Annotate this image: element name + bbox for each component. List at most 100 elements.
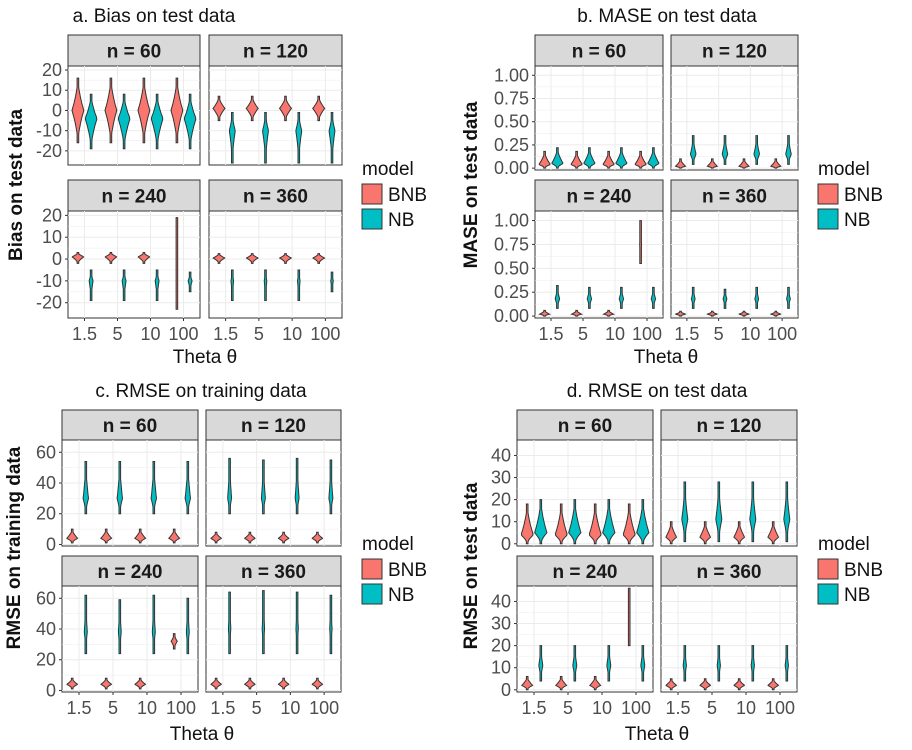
violin-bnb-5 [245,95,259,122]
violin-bnb-5 [244,531,256,544]
violin-nb-1.5 [690,286,696,309]
x-tick-label: 1.5 [521,698,546,718]
x-tick-label: 5 [112,324,122,344]
y-axis-label: RMSE on test data [461,482,482,649]
plot-area [61,439,199,547]
violin-nb-10 [296,269,301,301]
facet-strip [660,555,798,587]
violin-nb-10 [154,269,160,301]
violin-nb-10 [615,147,628,169]
facet-2: n = 240 0.00 0.25 0.50 0.75 1.00 1.5 5 10 100 [494,179,664,344]
violin-bnb-5 [555,676,568,691]
y-tick-label: 0 [52,100,62,120]
facet-strip [208,179,343,212]
x-tick-label: 10 [592,698,612,718]
violin-nb-100 [785,135,792,165]
violin-nb-5 [568,499,582,545]
violin-bnb-5 [104,77,118,144]
y-axis-label: MASE on test data [461,101,482,268]
plot-area [208,210,343,319]
violin-bnb-10 [738,310,751,317]
violin-nb-1.5 [88,269,94,301]
plot-area [670,210,799,319]
legend-swatch-nb [817,583,839,605]
y-tick-label: 0.50 [494,258,529,278]
chart-panel-c: c. RMSE on training data RMSE on training… [4,381,427,745]
facet-label: n = 240 [553,562,618,583]
facet-label: n = 360 [697,562,762,583]
facet-1: n = 120 [670,34,799,171]
violin-bnb-100 [312,253,326,264]
x-tick-label: 5 [563,698,573,718]
y-tick-label: 0.50 [494,112,529,132]
plot-area [670,65,799,171]
x-tick-label: 5 [578,324,588,344]
violin-bnb-1.5 [212,95,226,122]
facet-0: n = 60 0 20 40 60 [36,409,199,554]
facet-label: n = 120 [241,416,306,437]
y-tick-label: 0.75 [494,234,529,254]
violin-bnb-5 [706,158,719,169]
y-tick-label: -20 [36,141,62,161]
violin-nb-10 [753,135,760,165]
facet-label: n = 120 [697,416,762,437]
violin-nb-5 [715,481,723,543]
violin-nb-5 [117,599,122,655]
violin-bnb-100 [767,678,780,691]
x-tick-label: 1.5 [72,324,97,344]
violin-nb-100 [185,597,190,655]
x-tick-label: 1.5 [66,698,91,718]
x-tick-label: 10 [740,324,760,344]
legend-swatch-bnb [361,558,383,580]
violin-nb-100 [328,459,334,515]
violin-nb-10 [754,286,760,309]
y-tick-label: 20 [491,490,511,510]
violin-bnb-1.5 [66,528,79,544]
y-tick-label: 30 [491,468,511,488]
violin-bnb-1.5 [674,158,687,169]
violin-nb-10 [150,461,158,515]
violin-bnb-100 [311,677,324,690]
y-tick-label: -20 [36,293,62,313]
legend-swatch-bnb [361,183,383,205]
y-axis-label: Bias on test data [6,109,27,261]
y-tick-label: 0 [52,249,62,269]
x-tick-label: 5 [707,698,717,718]
facet-strip [67,34,201,67]
violin-bnb-100 [769,310,782,317]
y-tick-label: 0 [501,680,511,700]
y-tick-label: 10 [491,658,511,678]
y-tick-label: 40 [36,619,56,639]
y-tick-label: 0.25 [494,135,529,155]
violin-bnb-1.5 [66,677,79,690]
legend-label-nb: NB [844,210,870,231]
y-tick-label: 10 [42,80,62,100]
violin-bnb-5 [570,150,583,169]
violin-bnb-10 [137,252,151,264]
x-tick-label: 100 [168,324,198,344]
y-tick-label: 20 [42,60,62,80]
violin-bnb-100 [767,521,779,545]
violin-nb-100 [650,286,657,309]
y-tick-label: 20 [36,650,56,670]
violin-bnb-5 [570,309,584,317]
x-tick-label: 1.5 [674,324,699,344]
x-tick-label: 1.5 [538,324,563,344]
violin-bnb-5 [699,521,711,545]
y-tick-label: 0 [46,680,56,700]
violin-bnb-100 [627,587,631,647]
violin-nb-1.5 [554,285,561,309]
facet-1: n = 120 [208,34,343,166]
panel-title: d. RMSE on test data [567,381,748,402]
x-tick-label: 100 [621,698,651,718]
x-tick-label: 100 [310,324,340,344]
violin-nb-100 [784,645,789,682]
y-tick-label: 40 [491,445,511,465]
y-tick-label: 30 [491,614,511,634]
facet-strip [208,34,343,67]
x-tick-label: 100 [166,698,196,718]
facet-label: n = 240 [98,562,163,583]
x-tick-label: 5 [714,324,724,344]
